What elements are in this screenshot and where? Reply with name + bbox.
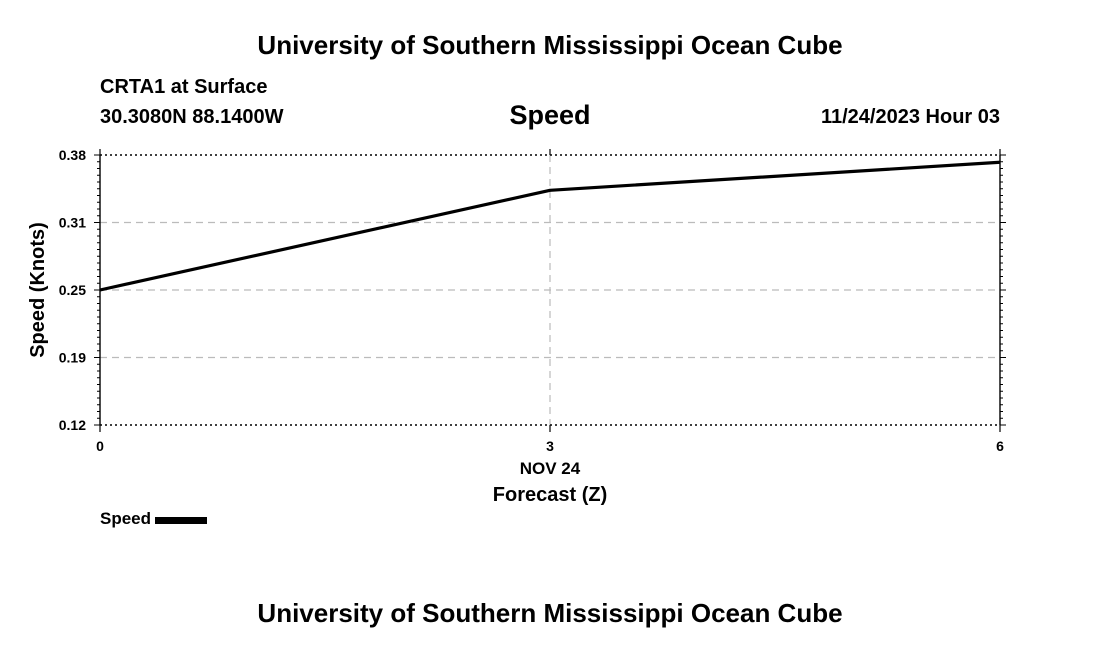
station-label: CRTA1 at Surface <box>100 76 268 98</box>
x-axis-label: Forecast (Z) <box>493 484 607 506</box>
x-tick-label: 3 <box>546 438 554 454</box>
y-tick-label: 0.19 <box>59 350 86 366</box>
coordinates-label: 30.3080N 88.1400W <box>100 106 284 128</box>
x-tick-label: 0 <box>96 438 104 454</box>
legend-label: Speed <box>100 509 152 528</box>
y-tick-label: 0.31 <box>59 215 86 231</box>
datetime-label: 11/24/2023 Hour 03 <box>820 106 1000 128</box>
grid-lines <box>100 155 1000 425</box>
plot-frame <box>99 154 1001 426</box>
legend-swatch <box>155 516 208 524</box>
chart-title: Speed <box>509 100 591 130</box>
footer-title: University of Southern Mississippi Ocean… <box>257 598 843 628</box>
y-tick-label: 0.25 <box>59 282 86 298</box>
y-tick-label: 0.38 <box>59 147 86 163</box>
x-axis-date-label: NOV 24 <box>520 459 581 478</box>
series-layer <box>99 160 1001 292</box>
y-tick-label: 0.12 <box>59 417 86 433</box>
legend: Speed <box>100 509 208 529</box>
x-tick-label: 6 <box>996 438 1004 454</box>
axis-labels: 0.12 0.19 0.25 0.31 0.38 0 3 6 <box>59 147 1004 454</box>
main-title: University of Southern Mississippi Ocean… <box>257 30 843 60</box>
y-axis-label: Speed (Knots) <box>27 222 49 358</box>
